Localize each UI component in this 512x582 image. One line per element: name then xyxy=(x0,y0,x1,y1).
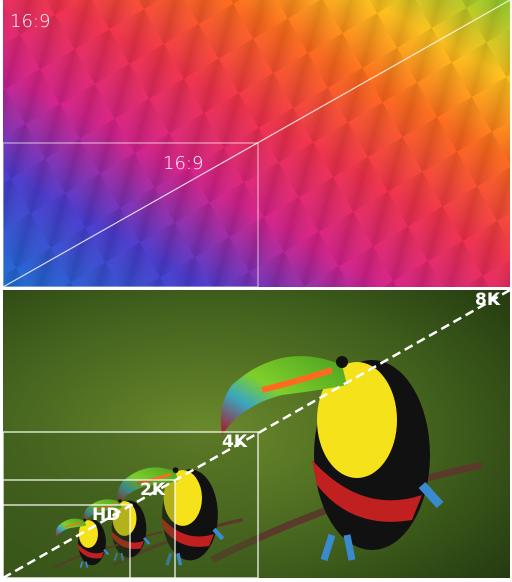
bottom-panel: 8K 4K 2K HD xyxy=(3,290,510,578)
resolution-label: 4K xyxy=(222,432,248,452)
resolution-label: HD xyxy=(92,505,120,525)
top-panel: 16:9 16:9 xyxy=(3,0,510,287)
corner-label: 16:9 xyxy=(10,11,50,32)
picture: 16:9 16:9 8K 4K 2K HD xyxy=(0,0,512,578)
resolution-label: 8K xyxy=(475,290,501,310)
inner-label: 16:9 xyxy=(163,153,203,174)
page: 16:9 16:9 8K 4K 2K HD (() => { const dat… xyxy=(0,0,512,578)
resolution-label: 2K xyxy=(140,480,166,500)
